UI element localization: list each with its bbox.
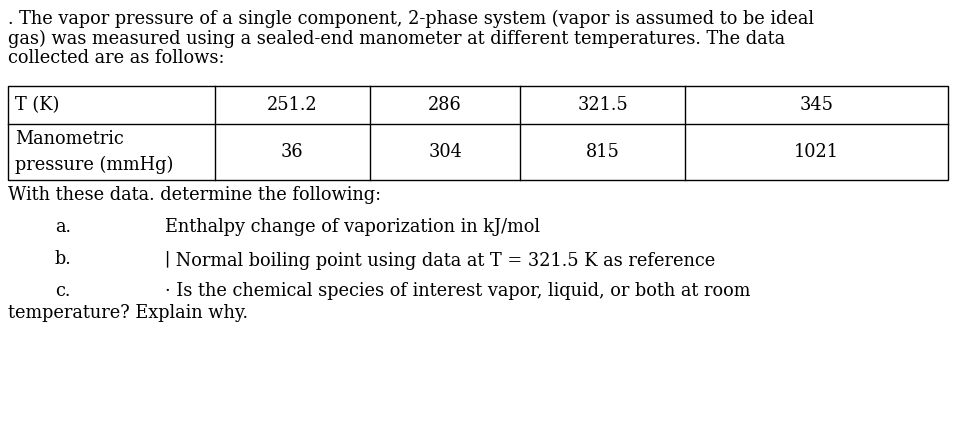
Text: 1021: 1021 — [793, 143, 839, 161]
Text: 251.2: 251.2 — [267, 97, 317, 114]
Text: gas) was measured using a sealed-end manometer at different temperatures. The da: gas) was measured using a sealed-end man… — [8, 30, 785, 48]
Text: Enthalpy change of vaporization in kJ/mol: Enthalpy change of vaporization in kJ/mo… — [165, 219, 540, 236]
Text: · Is the chemical species of interest vapor, liquid, or both at room: · Is the chemical species of interest va… — [165, 283, 750, 300]
Text: T (K): T (K) — [15, 97, 59, 114]
Text: a.: a. — [55, 219, 71, 236]
Text: 286: 286 — [428, 97, 462, 114]
Text: temperature? Explain why.: temperature? Explain why. — [8, 304, 248, 321]
Text: . The vapor pressure of a single component, 2-phase system (vapor is assumed to : . The vapor pressure of a single compone… — [8, 10, 814, 28]
Text: 36: 36 — [281, 143, 304, 161]
Text: ∣ Normal boiling point using data at T = 321.5 K as reference: ∣ Normal boiling point using data at T =… — [165, 250, 715, 270]
Text: 345: 345 — [799, 97, 834, 114]
Text: 815: 815 — [586, 143, 619, 161]
Text: 321.5: 321.5 — [577, 97, 628, 114]
Text: c.: c. — [55, 283, 71, 300]
Text: b.: b. — [55, 250, 72, 269]
Text: Manometric
pressure (mmHg): Manometric pressure (mmHg) — [15, 130, 173, 174]
Text: 304: 304 — [428, 143, 462, 161]
Text: With these data. determine the following:: With these data. determine the following… — [8, 186, 381, 204]
Text: collected are as follows:: collected are as follows: — [8, 49, 225, 67]
Bar — [8, 87, 948, 180]
